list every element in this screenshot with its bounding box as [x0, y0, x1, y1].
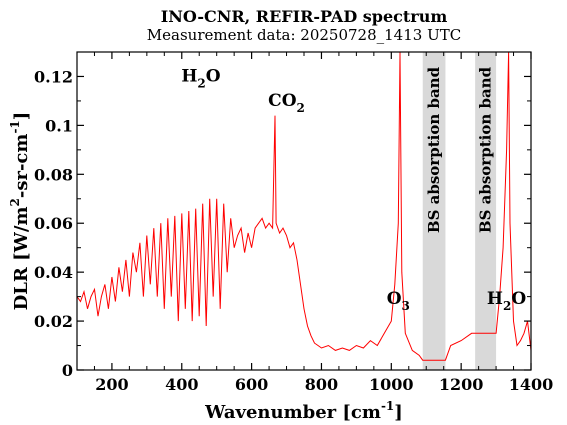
dlr-spectrum-line [76, 51, 532, 361]
annotation-tail-3: O [511, 289, 526, 309]
x-tick-label-4: 1000 [369, 375, 414, 394]
y-tick-label-6: 0.12 [34, 67, 73, 86]
annotation-base-3: H [487, 289, 503, 309]
band-label-1: BS absorption band [477, 66, 495, 233]
annotation-2: O3 [387, 289, 410, 313]
absorption-band-1 [475, 52, 497, 370]
annotation-sub-3: 2 [503, 299, 511, 313]
chart-subtitle: Measurement data: 20250728_1413 UTC [147, 26, 461, 44]
x-axis-label-main: Wavenumber [cm [204, 402, 381, 423]
x-tick-label-1: 400 [165, 375, 198, 394]
annotation-3: H2O [487, 289, 526, 313]
y-axis-label-main: DLR [W/m [11, 206, 32, 310]
y-tick-label-0: 0 [62, 361, 73, 380]
x-axis: 200 400 600 800 1000 1200 1400 [76, 52, 554, 394]
x-tick-label-6: 1400 [509, 375, 554, 394]
y-axis-label-close: ] [11, 112, 32, 121]
y-tick-label-1: 0.02 [34, 312, 73, 331]
x-tick-label-2: 600 [235, 375, 268, 394]
annotation-0: H2O [181, 66, 220, 90]
band-label-0: BS absorption band [425, 66, 443, 233]
annotation-tail-0: O [206, 66, 221, 86]
y-axis: 0 0.02 0.04 0.06 0.08 0.1 0.12 [34, 67, 531, 380]
y-tick-label-5: 0.1 [45, 116, 73, 135]
absorption-bands: BS absorption band BS absorption band [422, 52, 497, 370]
annotation-base-0: H [181, 66, 197, 86]
y-tick-label-3: 0.06 [34, 214, 73, 233]
annotation-1: CO2 [268, 91, 305, 115]
plot-background [77, 52, 531, 370]
y-axis-label-mid: -sr-cm [11, 134, 32, 199]
annotation-sub-1: 2 [297, 101, 305, 115]
plot-area: BS absorption band BS absorption band H2O… [76, 51, 532, 371]
x-axis-label-sup: -1 [381, 399, 394, 413]
absorption-band-0 [422, 52, 446, 370]
x-tick-label-3: 800 [305, 375, 338, 394]
x-tick-label-5: 1200 [439, 375, 484, 394]
y-axis-label: DLR [W/m2-sr-cm-1] [8, 112, 32, 311]
x-axis-label: Wavenumber [cm-1] [204, 399, 403, 423]
x-axis-label-close: ] [394, 402, 403, 423]
annotation-sub-2: 3 [402, 299, 410, 313]
y-axis-label-sup2: -1 [8, 120, 22, 133]
y-tick-label-4: 0.08 [34, 165, 73, 184]
annotation-base-1: CO [268, 91, 297, 111]
annotation-sub-0: 2 [197, 76, 205, 90]
chart-title-group: INO-CNR, REFIR-PAD spectrum Measurement … [147, 7, 461, 44]
x-tick-label-0: 200 [95, 375, 128, 394]
chart-title: INO-CNR, REFIR-PAD spectrum [161, 7, 448, 26]
y-tick-label-2: 0.04 [34, 263, 73, 282]
annotation-base-2: O [387, 289, 402, 309]
y-axis-label-sup1: 2 [8, 198, 22, 206]
